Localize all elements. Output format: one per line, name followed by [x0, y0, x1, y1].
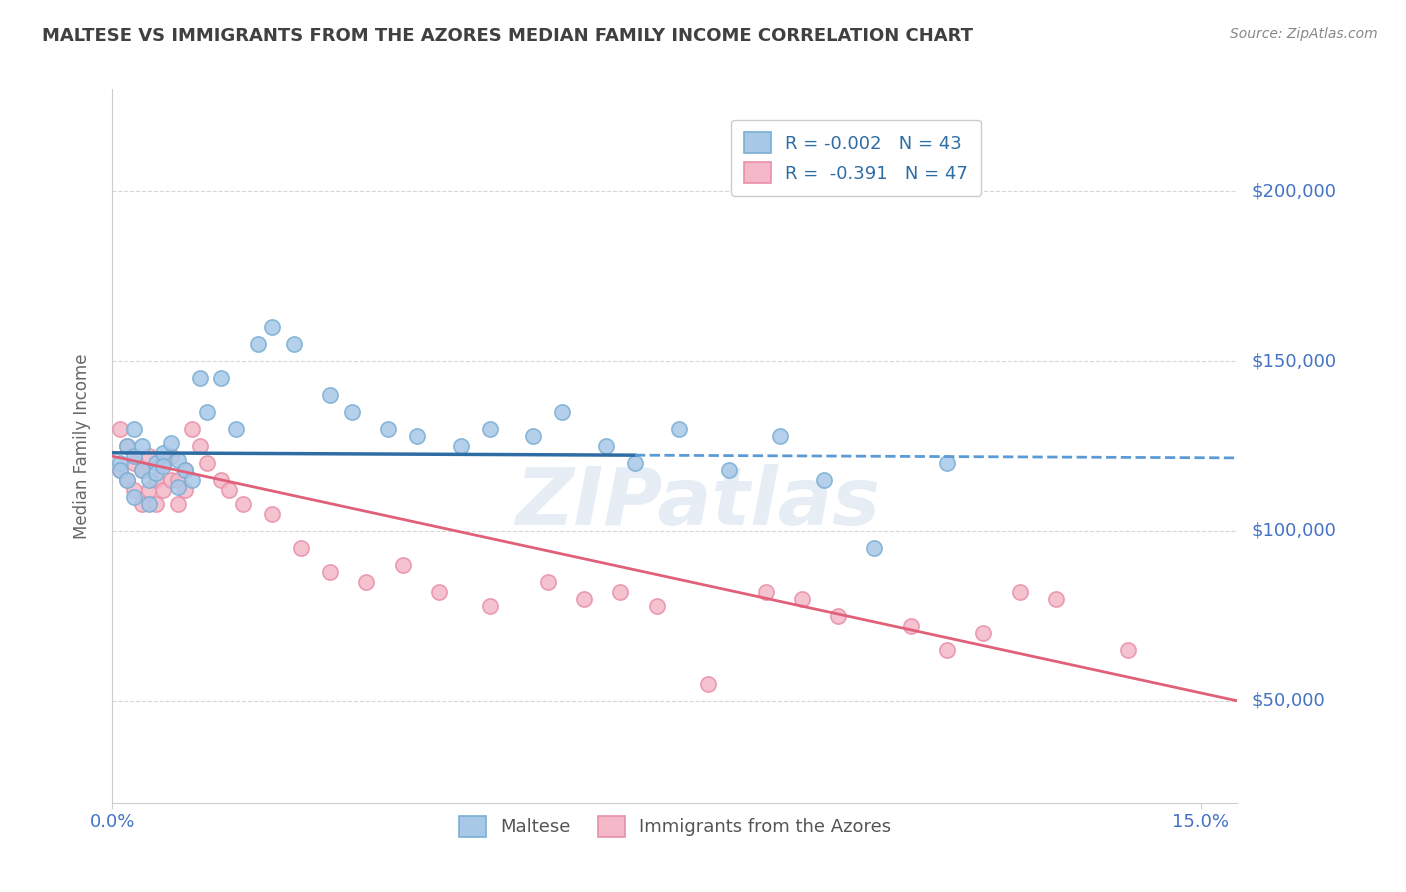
Point [108, 463, 131, 477]
Text: $50,000: $50,000 [1251, 692, 1324, 710]
Point [174, 463, 197, 477]
Text: $150,000: $150,000 [1251, 352, 1336, 370]
Point [232, 497, 254, 511]
Point [152, 446, 174, 460]
Point [218, 483, 240, 498]
Point [972, 626, 994, 640]
Point [188, 371, 211, 385]
Point [478, 599, 501, 613]
Point [115, 473, 138, 487]
Text: MALTESE VS IMMIGRANTS FROM THE AZORES MEDIAN FAMILY INCOME CORRELATION CHART: MALTESE VS IMMIGRANTS FROM THE AZORES ME… [42, 27, 973, 45]
Point [195, 405, 218, 419]
Point [131, 463, 153, 477]
Point [108, 463, 131, 477]
Point [131, 439, 153, 453]
Point [166, 473, 188, 487]
Point [166, 452, 188, 467]
Point [537, 574, 560, 589]
Point [115, 439, 138, 453]
Point [138, 449, 160, 463]
Point [152, 456, 174, 470]
Point [145, 497, 167, 511]
Point [181, 422, 204, 436]
Point [427, 585, 450, 599]
Point [572, 591, 595, 606]
Point [624, 456, 647, 470]
Point [122, 490, 145, 504]
Point [115, 439, 138, 453]
Point [936, 643, 959, 657]
Point [609, 585, 631, 599]
Point [159, 449, 181, 463]
Point [755, 585, 778, 599]
Point [595, 439, 617, 453]
Text: $200,000: $200,000 [1251, 182, 1336, 200]
Point [166, 497, 188, 511]
Point [138, 473, 160, 487]
Point [863, 541, 886, 555]
Point [769, 429, 792, 443]
Point [122, 483, 145, 498]
Point [246, 337, 269, 351]
Point [188, 439, 211, 453]
Point [718, 463, 741, 477]
Point [290, 541, 312, 555]
Point [813, 473, 835, 487]
Point [115, 473, 138, 487]
Point [122, 449, 145, 463]
Text: ZIPatlas: ZIPatlas [515, 464, 880, 542]
Point [159, 435, 181, 450]
Point [145, 473, 167, 487]
Point [122, 422, 145, 436]
Point [450, 439, 472, 453]
Point [391, 558, 413, 572]
Point [181, 473, 204, 487]
Text: Source: ZipAtlas.com: Source: ZipAtlas.com [1230, 27, 1378, 41]
Point [340, 405, 363, 419]
Point [936, 456, 959, 470]
Point [131, 497, 153, 511]
Point [138, 483, 160, 498]
Point [108, 422, 131, 436]
Point [522, 429, 544, 443]
Point [900, 619, 922, 633]
Point [108, 456, 131, 470]
Point [356, 574, 378, 589]
Point [319, 388, 342, 402]
Point [696, 677, 718, 691]
Point [377, 422, 399, 436]
Point [790, 591, 813, 606]
Point [478, 422, 501, 436]
Point [319, 565, 342, 579]
Point [551, 405, 574, 419]
Point [174, 483, 197, 498]
Point [138, 497, 160, 511]
Point [645, 599, 668, 613]
Point [262, 507, 284, 521]
Point [166, 480, 188, 494]
Point [209, 371, 232, 385]
Y-axis label: Median Family Income: Median Family Income [73, 353, 91, 539]
Point [1045, 591, 1067, 606]
Point [1008, 585, 1031, 599]
Point [827, 608, 849, 623]
Point [131, 463, 153, 477]
Point [122, 456, 145, 470]
Point [159, 473, 181, 487]
Point [152, 483, 174, 498]
Point [209, 473, 232, 487]
Point [145, 466, 167, 480]
Legend: Maltese, Immigrants from the Azores: Maltese, Immigrants from the Azores [451, 808, 898, 844]
Point [225, 422, 247, 436]
Point [152, 459, 174, 474]
Text: $100,000: $100,000 [1251, 522, 1336, 540]
Point [406, 429, 429, 443]
Point [668, 422, 690, 436]
Point [262, 320, 284, 334]
Point [174, 463, 197, 477]
Point [145, 456, 167, 470]
Point [283, 337, 305, 351]
Point [195, 456, 218, 470]
Point [1118, 643, 1140, 657]
